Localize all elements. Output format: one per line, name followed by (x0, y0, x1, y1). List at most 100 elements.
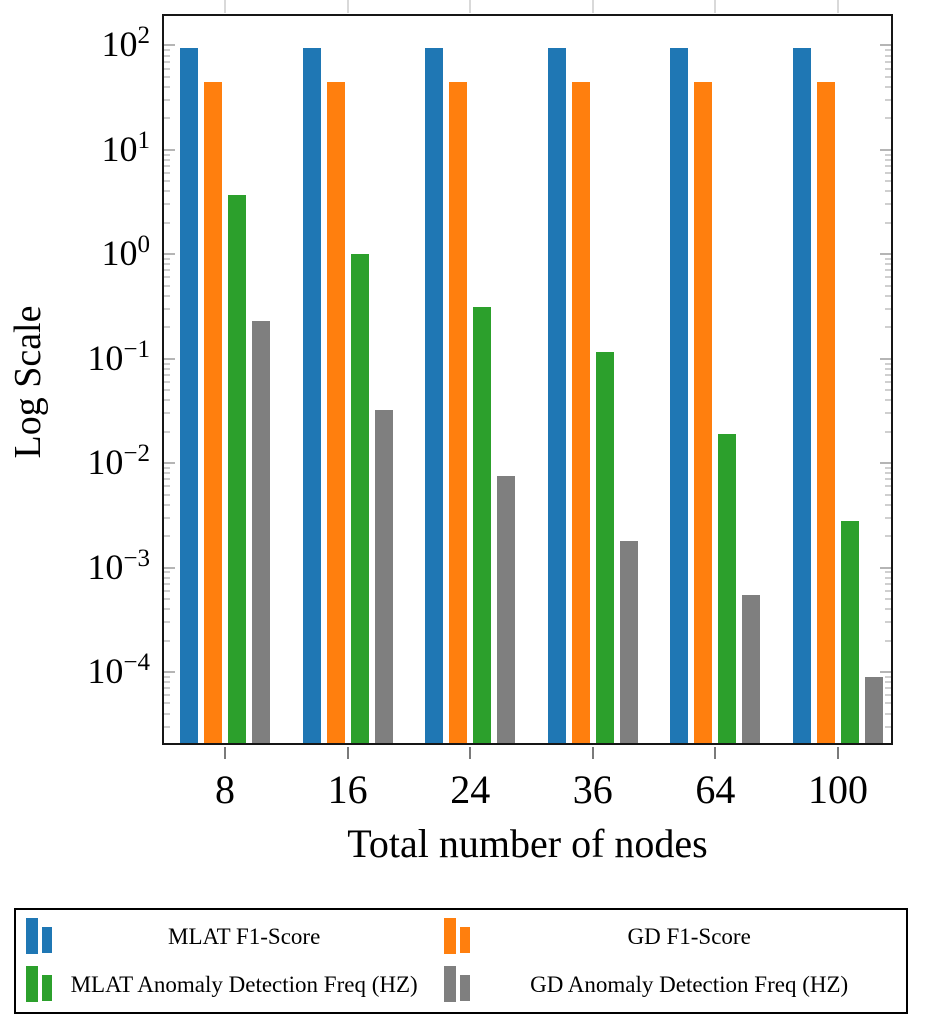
bar-series0-cat16 (302, 47, 321, 745)
plot-area (162, 14, 893, 745)
y-axis-minor-tick (162, 478, 170, 481)
y-axis-minor-tick (885, 466, 893, 469)
y-axis-minor-tick (162, 412, 170, 415)
x-axis-tick-label: 24 (450, 767, 491, 812)
y-axis-minor-tick (885, 639, 893, 642)
legend-bar-marker-icon (26, 965, 54, 1005)
y-axis-minor-tick (162, 117, 170, 120)
y-axis-minor-tick (885, 326, 893, 329)
y-axis-minor-tick (162, 54, 170, 57)
y-axis-minor-tick (885, 263, 893, 266)
y-axis-tick-label: 10−1 (87, 335, 150, 378)
y-axis-tick-label: 100 (101, 231, 151, 274)
y-axis-minor-tick (885, 99, 893, 102)
y-axis-tick-label: 10−2 (87, 440, 150, 483)
bar-series1-cat36 (571, 81, 590, 745)
bar-series3-cat64 (742, 594, 761, 745)
y-axis-minor-tick (885, 702, 893, 705)
legend-item: GD Anomaly Detection Freq (HZ) (434, 963, 906, 1007)
legend-marker-bar (42, 926, 52, 953)
bar-series0-cat24 (425, 47, 444, 745)
y-axis-minor-tick (885, 389, 893, 392)
y-axis-minor-tick (162, 725, 170, 728)
y-axis-minor-tick (162, 571, 170, 574)
legend-marker-bar (444, 917, 457, 954)
y-axis-minor-tick (162, 485, 170, 488)
y-axis-minor-tick (162, 430, 170, 433)
legend-item: MLAT F1-Score (16, 915, 434, 959)
bar-series2-cat8 (228, 194, 246, 745)
y-axis-major-tick (880, 671, 893, 673)
y-axis-minor-tick (162, 373, 170, 376)
y-axis-tick-label: 101 (101, 126, 151, 169)
y-axis-minor-tick (162, 284, 170, 287)
bar-series0-cat8 (180, 47, 198, 745)
x-axis-tick (714, 747, 717, 759)
x-axis-tick-label: 8 (215, 767, 235, 812)
y-axis-major-tick (162, 462, 175, 465)
y-axis-major-tick (880, 148, 893, 151)
y-axis-minor-tick (885, 269, 893, 272)
y-axis-minor-tick (885, 49, 893, 52)
y-axis-minor-tick (162, 75, 170, 78)
y-axis-minor-tick (885, 180, 893, 183)
y-axis-minor-tick (885, 75, 893, 78)
legend-marker-bar (460, 975, 471, 1002)
bar-series0-cat64 (670, 47, 689, 745)
y-axis-minor-tick (885, 153, 893, 156)
y-axis-minor-tick (162, 681, 170, 684)
legend-marker-bar (460, 926, 471, 953)
y-axis-minor-tick (885, 399, 893, 402)
y-axis-minor-tick (885, 258, 893, 261)
y-axis-minor-tick (162, 621, 170, 624)
top-gridline-stub (837, 0, 839, 13)
y-axis-minor-tick (162, 582, 170, 585)
y-axis-minor-tick (162, 675, 170, 678)
y-axis-minor-tick (885, 675, 893, 678)
y-axis-minor-tick (885, 362, 893, 365)
y-axis-minor-tick (162, 190, 170, 193)
y-axis-minor-tick (162, 158, 170, 161)
y-axis-minor-tick (162, 326, 170, 329)
y-axis-major-tick (162, 566, 175, 569)
y-axis-tick-label: 10−3 (87, 544, 150, 587)
y-axis-minor-tick (162, 99, 170, 102)
bar-series3-cat36 (619, 540, 638, 745)
y-axis-major-tick (162, 671, 175, 673)
y-axis-minor-tick (162, 702, 170, 705)
y-axis-minor-tick (885, 203, 893, 206)
y-axis-minor-tick (885, 412, 893, 415)
legend-label: GD Anomaly Detection Freq (HZ) (530, 972, 849, 998)
legend-marker-bar (42, 975, 52, 1002)
bar-series2-cat16 (350, 254, 369, 745)
y-axis-minor-tick (162, 516, 170, 519)
y-axis-minor-tick (885, 516, 893, 519)
y-axis-minor-tick (885, 503, 893, 506)
bar-series2-cat100 (841, 520, 859, 745)
y-axis-minor-tick (162, 535, 170, 538)
y-axis-minor-tick (162, 598, 170, 600)
y-axis-minor-tick (885, 589, 893, 592)
y-axis-minor-tick (162, 712, 170, 715)
x-axis-label: Total number of nodes (347, 821, 708, 866)
bar-series1-cat24 (449, 81, 468, 745)
y-axis-minor-tick (162, 276, 170, 279)
top-gridline-stub (469, 0, 472, 13)
legend-marker-bar (444, 966, 457, 1003)
y-axis-tick-label: 10−4 (87, 649, 150, 691)
x-axis-tick-label: 100 (808, 767, 868, 812)
y-axis-major-tick (162, 44, 175, 47)
y-axis-minor-tick (885, 485, 893, 488)
x-axis-tick (591, 747, 594, 759)
y-axis-minor-tick (162, 203, 170, 206)
bar-series2-cat24 (473, 307, 492, 745)
legend-bar-marker-icon (444, 917, 472, 957)
y-axis-minor-tick (162, 221, 170, 224)
legend-item: GD F1-Score (434, 915, 906, 959)
y-axis-minor-tick (885, 621, 893, 624)
y-axis-minor-tick (885, 284, 893, 287)
top-gridline-stub (224, 0, 226, 13)
y-axis-major-tick (880, 357, 893, 360)
x-axis-tick (224, 747, 226, 759)
